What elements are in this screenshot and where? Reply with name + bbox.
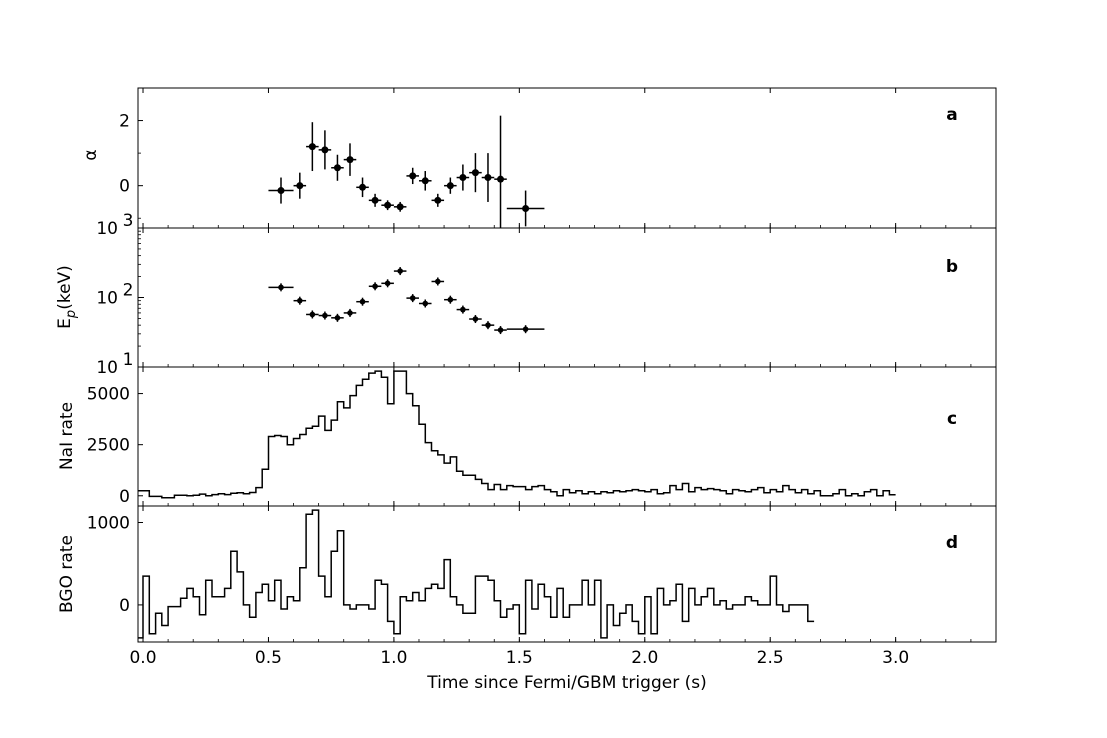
panel-c-frame (137, 366, 997, 507)
y-tick-label: 10 (96, 289, 118, 309)
y-tick-label: 2500 (87, 436, 130, 456)
panel-a-ylabel: α (81, 149, 101, 160)
alpha-point (409, 172, 417, 180)
ep-point (384, 280, 391, 287)
ep-point (278, 284, 284, 291)
y-tick-exponent: 2 (123, 281, 134, 301)
x-tick-label: 2.5 (757, 648, 784, 668)
x-tick-label: 2.0 (631, 648, 658, 668)
panel-c-letter: c (947, 409, 957, 429)
ep-point (409, 295, 416, 301)
alpha-point (421, 177, 429, 185)
panel-b-letter: b (946, 257, 958, 277)
x-tick-labels: 0.0 0.5 1.0 1.5 2.0 2.5 3.0 (129, 648, 909, 668)
alpha-point (497, 175, 505, 183)
y-tick-label: 1000 (87, 513, 130, 533)
alpha-point (522, 204, 530, 212)
ep-point (309, 311, 316, 318)
x-axis-label: Time since Fermi/GBM trigger (s) (426, 673, 706, 693)
alpha-point (333, 164, 341, 172)
alpha-point (346, 156, 354, 164)
ep-point (522, 326, 529, 332)
ep-point (460, 306, 466, 313)
alpha-point (484, 174, 492, 182)
panel-b-ylabel: Ep(keV) (55, 265, 79, 329)
panel-c-step-line (138, 370, 896, 499)
y-tick-exponent: 3 (123, 211, 134, 231)
ep-point (447, 296, 454, 303)
x-tick-label: 0.5 (255, 648, 282, 668)
panel-d-x-ticks (142, 506, 972, 642)
x-tick-label: 1.0 (380, 648, 407, 668)
panel-a-y-ticks: 02 (119, 87, 143, 219)
alpha-point (384, 201, 392, 209)
x-tick-label: 3.0 (882, 648, 909, 668)
alpha-point (277, 187, 285, 195)
panel-b-x-ticks (142, 228, 972, 367)
alpha-point (396, 203, 404, 211)
y-tick-exponent: 1 (123, 350, 134, 370)
panel-c-y-ticks: 0 2500 5000 (87, 385, 143, 507)
panel-d-letter: d (946, 533, 958, 553)
ep-point (334, 315, 341, 321)
y-tick-label: 0 (119, 177, 130, 197)
y-tick-label: 10 (96, 358, 118, 378)
alpha-point (296, 182, 304, 190)
alpha-point (359, 183, 367, 191)
ep-point (497, 327, 504, 333)
panel-d-y-ticks: 0 1000 (87, 513, 143, 616)
panel-d-frame (137, 505, 997, 643)
ep-point (397, 268, 403, 274)
ep-point (297, 297, 303, 304)
alpha-point (434, 196, 442, 204)
ep-point (322, 312, 328, 319)
y-tick-label: 0 (119, 487, 130, 507)
y-tick-label: 10 (96, 219, 118, 239)
alpha-point (308, 143, 316, 151)
panel-c-ylabel: NaI rate (57, 402, 77, 470)
alpha-point (321, 146, 329, 154)
panel-c-nai-rate: 0 2500 5000 NaI rate c (57, 366, 997, 507)
ep-point (485, 322, 491, 328)
alpha-point (446, 182, 454, 190)
y-tick-label: 0 (119, 596, 130, 616)
alpha-point (459, 174, 467, 182)
ep-point (472, 316, 479, 322)
panel-b-points (268, 267, 545, 335)
ep-point (422, 300, 429, 307)
panel-d-step-line (138, 509, 815, 639)
panel-c-x-ticks (142, 367, 972, 506)
ep-point (347, 310, 353, 316)
y-tick-label: 5000 (87, 385, 130, 405)
y-tick-label: 2 (119, 112, 130, 132)
x-tick-label: 0.0 (129, 648, 156, 668)
panel-b-frame (137, 227, 997, 368)
panel-a-frame (137, 87, 997, 229)
panel-a-alpha: 02 α a (81, 87, 997, 229)
panel-d-ylabel: BGO rate (57, 535, 77, 613)
x-tick-label: 1.5 (506, 648, 533, 668)
ep-point (434, 278, 441, 285)
ep-point (359, 298, 366, 305)
ep-point (372, 283, 378, 290)
alpha-point (371, 196, 379, 204)
panel-a-x-ticks (142, 88, 972, 228)
panel-d-bgo-rate: 0 1000 BGO rate d (57, 505, 997, 643)
panel-a-letter: a (946, 105, 957, 125)
panel-a-points (268, 115, 545, 228)
alpha-point (471, 169, 479, 177)
